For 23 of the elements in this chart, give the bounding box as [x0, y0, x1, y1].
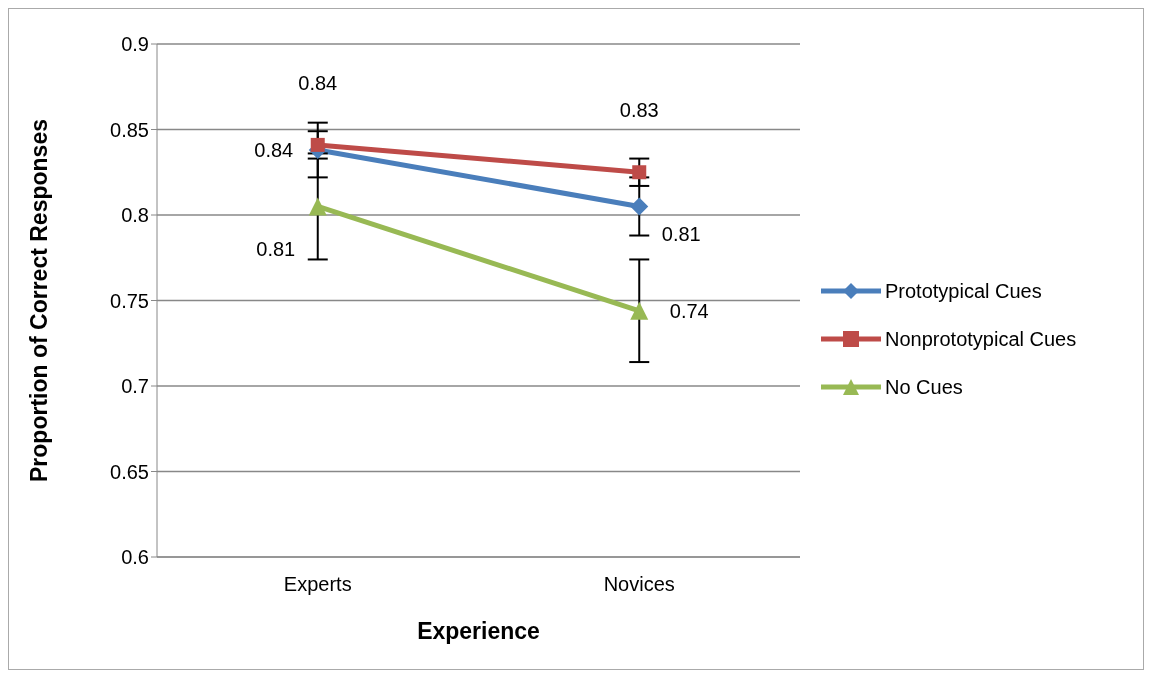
y-tick-label: 0.7 [121, 375, 149, 398]
x-tick-label: Experts [283, 573, 352, 596]
y-tick-label: 0.85 [110, 118, 149, 141]
legend-label: Prototypical Cues [885, 279, 1042, 303]
point [632, 165, 647, 180]
legend-label: Nonprototypical Cues [885, 327, 1077, 351]
y-tick-label: 0.8 [121, 204, 149, 227]
point [630, 197, 649, 216]
y-axis-title: Proportion of Correct Responses [26, 119, 53, 482]
y-tick-label: 0.9 [121, 33, 149, 56]
x-tick-label: Novices [603, 573, 675, 596]
data-label: 0.81 [256, 238, 296, 261]
point [310, 137, 325, 152]
data-label: 0.74 [669, 299, 709, 322]
y-tick-label: 0.75 [110, 289, 149, 312]
y-tick-label: 0.65 [110, 460, 149, 483]
legend-label: No Cues [885, 375, 963, 399]
data-label: 0.83 [619, 99, 659, 122]
y-tick-label: 0.6 [121, 546, 149, 569]
data-label: 0.84 [298, 71, 338, 94]
data-label: 0.81 [661, 223, 701, 246]
x-axis-title: Experience [417, 618, 540, 644]
data-label: 0.84 [254, 139, 294, 162]
